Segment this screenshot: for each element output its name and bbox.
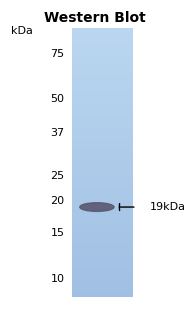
Bar — [72, 95, 133, 98]
Bar — [72, 85, 133, 88]
Bar — [72, 266, 133, 270]
Text: 10: 10 — [51, 273, 65, 284]
Bar — [72, 159, 133, 162]
Bar — [72, 196, 133, 199]
Bar — [72, 112, 133, 115]
Bar — [72, 172, 133, 176]
Bar — [72, 41, 133, 44]
Text: kDa: kDa — [11, 26, 33, 36]
Bar — [72, 260, 133, 263]
Bar — [72, 88, 133, 92]
Bar — [72, 189, 133, 193]
Bar — [72, 236, 133, 239]
Bar — [72, 155, 133, 159]
Text: 50: 50 — [51, 94, 65, 104]
Bar — [72, 146, 133, 149]
Bar — [72, 166, 133, 169]
Bar — [72, 102, 133, 105]
Bar — [72, 176, 133, 179]
Bar — [72, 71, 133, 75]
Bar — [72, 98, 133, 102]
Bar — [72, 256, 133, 260]
Bar — [72, 277, 133, 280]
Bar — [72, 226, 133, 229]
Bar — [72, 125, 133, 129]
Bar — [72, 51, 133, 55]
Bar — [72, 132, 133, 135]
Bar — [72, 122, 133, 125]
Bar — [72, 149, 133, 152]
Bar — [72, 233, 133, 236]
Bar — [72, 239, 133, 243]
Bar — [72, 44, 133, 48]
Bar — [72, 250, 133, 253]
Bar — [72, 108, 133, 112]
Bar — [72, 270, 133, 273]
Text: 37: 37 — [51, 128, 65, 138]
Bar — [72, 35, 133, 38]
Text: 19kDa: 19kDa — [150, 202, 186, 212]
Text: 15: 15 — [51, 228, 65, 238]
Bar — [72, 219, 133, 223]
Bar — [72, 209, 133, 213]
Bar — [72, 273, 133, 277]
Bar — [72, 55, 133, 58]
Bar — [72, 203, 133, 206]
Bar — [72, 290, 133, 293]
Bar — [72, 162, 133, 166]
Bar — [72, 28, 133, 31]
Bar — [72, 169, 133, 172]
Text: Western Blot: Western Blot — [44, 11, 146, 25]
Text: 20: 20 — [51, 196, 65, 206]
Bar — [72, 216, 133, 219]
Bar — [72, 213, 133, 216]
Bar — [72, 65, 133, 68]
Bar — [72, 139, 133, 142]
Bar — [72, 229, 133, 233]
Bar — [72, 223, 133, 226]
Bar — [72, 152, 133, 155]
Bar — [72, 68, 133, 71]
Text: 25: 25 — [51, 171, 65, 181]
Bar — [72, 199, 133, 203]
Bar — [72, 75, 133, 78]
Text: 75: 75 — [51, 49, 65, 59]
Bar — [72, 82, 133, 85]
Bar — [72, 186, 133, 189]
Bar — [72, 246, 133, 250]
Bar — [72, 61, 133, 65]
Bar — [72, 286, 133, 290]
Bar — [72, 142, 133, 146]
Bar — [72, 179, 133, 182]
Bar — [72, 280, 133, 283]
Bar — [72, 135, 133, 139]
Bar — [72, 182, 133, 186]
Bar — [72, 92, 133, 95]
Bar — [72, 78, 133, 82]
Bar — [72, 119, 133, 122]
Bar — [72, 115, 133, 119]
Bar — [72, 58, 133, 61]
Bar — [72, 129, 133, 132]
Bar — [72, 31, 133, 35]
Bar — [72, 253, 133, 256]
Bar — [72, 293, 133, 297]
Bar — [72, 38, 133, 41]
Bar — [72, 193, 133, 196]
Bar — [72, 263, 133, 266]
Bar — [72, 105, 133, 108]
Bar — [72, 48, 133, 51]
Ellipse shape — [80, 203, 114, 211]
Bar — [72, 243, 133, 246]
Bar — [72, 206, 133, 209]
Bar — [72, 283, 133, 286]
